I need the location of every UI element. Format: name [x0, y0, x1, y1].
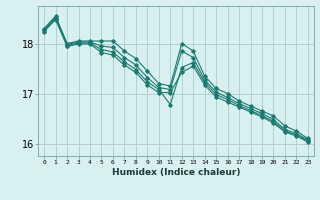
X-axis label: Humidex (Indice chaleur): Humidex (Indice chaleur) [112, 168, 240, 177]
